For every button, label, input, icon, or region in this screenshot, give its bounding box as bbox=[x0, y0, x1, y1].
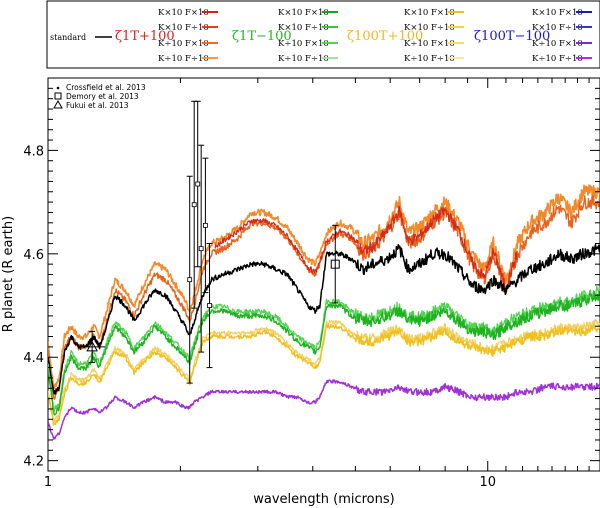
y-tick-label: 4.4 bbox=[23, 351, 44, 366]
triangle-marker bbox=[86, 340, 98, 352]
legend-group-0: ζ1T+100 K×10 F×10 K×10 F÷10 K÷10 F×10 K÷10 F… bbox=[115, 8, 218, 64]
dot-marker bbox=[56, 86, 60, 90]
dot-marker bbox=[203, 222, 208, 228]
series-line-3 bbox=[48, 243, 600, 395]
observations-layer bbox=[77, 100, 340, 384]
series-line-0 bbox=[48, 184, 600, 390]
legend-entry-label: K÷10 F×10 bbox=[158, 39, 209, 49]
legend-entry-label: K×10 F÷10 bbox=[158, 23, 209, 33]
legend-entry-label: K÷10 F÷10 bbox=[532, 54, 583, 64]
series-line-2 bbox=[214, 205, 518, 293]
legend-entry-label: K×10 F×10 bbox=[532, 8, 583, 18]
legend-entry-label: K×10 F×10 bbox=[158, 8, 209, 18]
legend-group-2: ζ100T+100 K×10 F×10 K×10 F÷10 K÷10 F×10 K÷10… bbox=[347, 8, 464, 64]
x-axis-label: wavelength (microns) bbox=[253, 492, 394, 507]
observation-dot-2 bbox=[194, 100, 201, 268]
triangle-marker bbox=[53, 99, 63, 109]
observation-dot-3 bbox=[198, 144, 205, 353]
legend-top: standard ζ1T+100 K×10 F×10 K×10 F÷10 K÷10 F×… bbox=[50, 8, 592, 64]
observation-dot-0 bbox=[186, 175, 193, 384]
square-marker bbox=[54, 92, 62, 100]
legend-entry-label: K÷10 F×10 bbox=[532, 39, 583, 49]
axes-layer: 1 10 4.2 4.4 4.6 4.8 bbox=[23, 77, 600, 490]
legend-group-label: ζ1T−100 bbox=[232, 29, 292, 44]
legend-group-1: ζ1T−100 K×10 F×10 K×10 F÷10 K÷10 F×10 K÷10 F… bbox=[232, 8, 338, 64]
y-tick-label: 4.8 bbox=[23, 144, 44, 159]
legend-entry-label: K÷10 F÷10 bbox=[404, 54, 455, 64]
legend-entry-label: K×10 F÷10 bbox=[404, 23, 455, 33]
legend-group-label: ζ100T−100 bbox=[474, 29, 550, 44]
legend-entry-label: K÷10 F÷10 bbox=[158, 54, 209, 64]
observation-square-0 bbox=[330, 224, 340, 304]
dot-marker bbox=[198, 246, 204, 252]
y-tick-label: 4.2 bbox=[23, 455, 44, 470]
y-tick-label: 4.6 bbox=[23, 248, 44, 263]
dot-marker bbox=[191, 202, 197, 208]
legend-entry-label: K×10 F÷10 bbox=[278, 23, 329, 33]
series-line-7 bbox=[48, 323, 600, 426]
legend-entry-label: K÷10 F×10 bbox=[278, 39, 329, 49]
dot-marker bbox=[187, 277, 193, 283]
series-line-8 bbox=[48, 379, 600, 440]
series-layer bbox=[48, 184, 600, 440]
dot-marker bbox=[207, 303, 212, 308]
x-tick-label: 10 bbox=[479, 475, 496, 490]
x-tick-label: 1 bbox=[44, 475, 52, 490]
legend-group-label: ζ100T+100 bbox=[347, 29, 423, 44]
observation-dot-4 bbox=[202, 157, 209, 294]
legend-entry-label: K×10 F×10 bbox=[278, 8, 329, 18]
legend-inner-label: Crossfield et al. 2013 bbox=[66, 83, 146, 92]
legend-inner-item: Fukui et al. 2013 bbox=[53, 99, 129, 110]
y-axis-label: R planet (R earth) bbox=[1, 216, 16, 332]
series-group bbox=[48, 184, 600, 440]
series-line-5 bbox=[48, 291, 600, 416]
observation-dot-5 bbox=[206, 242, 213, 369]
observation-triangle-0 bbox=[77, 330, 106, 363]
legend-group-3: ζ100T−100 K×10 F×10 K×10 F÷10 K÷10 F×10 K÷10… bbox=[474, 8, 592, 64]
legend-inner-item: Crossfield et al. 2013 bbox=[56, 83, 146, 92]
legend-entry-label: K÷10 F÷10 bbox=[278, 54, 329, 64]
legend-group-label: ζ1T+100 bbox=[115, 29, 175, 44]
legend-inner-label: Demory et al. 2013 bbox=[66, 92, 139, 101]
legend-inner-item: Demory et al. 2013 bbox=[54, 92, 139, 101]
legend-entry-label: K÷10 F×10 bbox=[404, 39, 455, 49]
legend-inner-label: Fukui et al. 2013 bbox=[66, 101, 129, 110]
square-marker bbox=[330, 259, 340, 269]
legend-standard-label: standard bbox=[50, 33, 86, 42]
legend-entry-label: K×10 F×10 bbox=[404, 8, 455, 18]
dot-marker bbox=[195, 181, 201, 187]
legend-entry-label: K×10 F÷10 bbox=[532, 23, 583, 33]
